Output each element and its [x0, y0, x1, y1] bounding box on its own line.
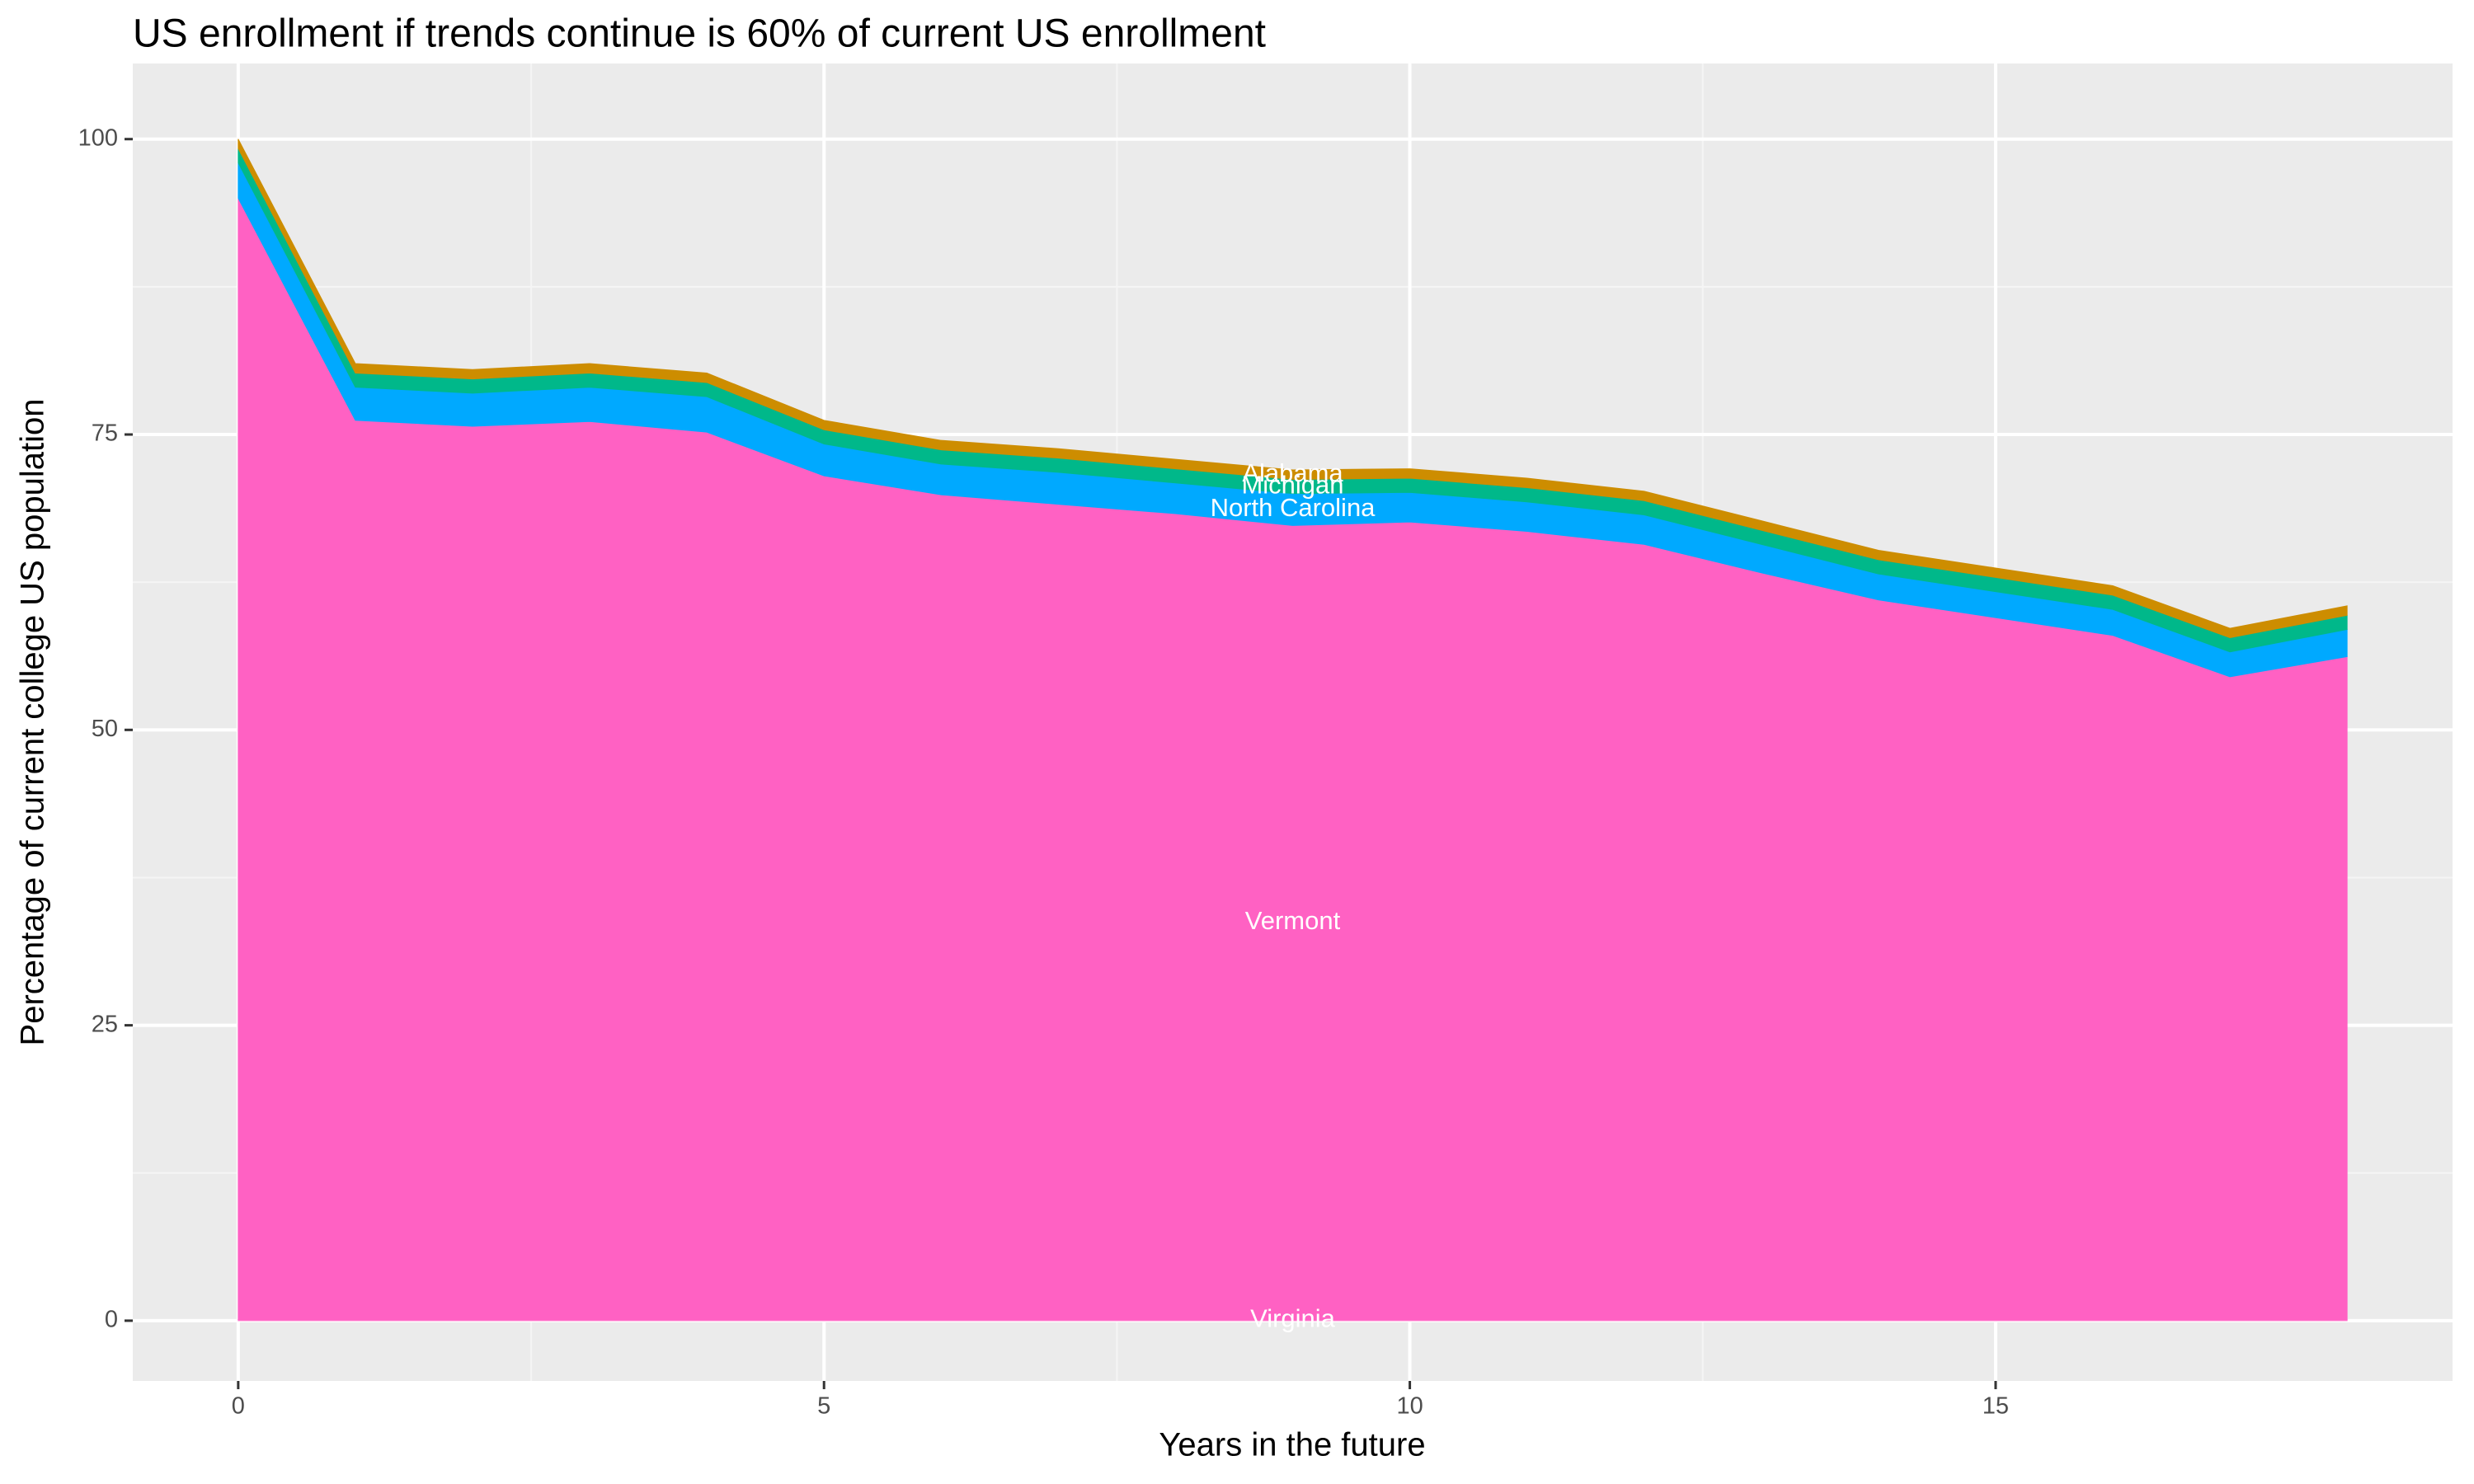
area-label: Vermont — [1245, 906, 1341, 935]
x-tick-label: 10 — [1396, 1393, 1423, 1420]
y-tick-label: 0 — [105, 1307, 118, 1333]
area — [238, 139, 2348, 639]
x-tick-label: 5 — [817, 1393, 830, 1420]
y-tick-label: 75 — [92, 420, 118, 447]
area-label: Michigan — [1241, 470, 1343, 499]
area-label: Virginia — [1250, 1303, 1336, 1332]
area-label: Alabama — [1242, 458, 1343, 487]
x-tick-label: 0 — [232, 1393, 245, 1420]
chart-title: US enrollment if trends continue is 60% … — [133, 12, 1266, 56]
area-label: North Carolina — [1211, 493, 1376, 522]
x-axis-label: Years in the future — [1159, 1427, 1425, 1463]
x-tick-label: 15 — [1982, 1393, 2009, 1420]
y-tick-label: 100 — [78, 124, 118, 151]
y-tick-label: 25 — [92, 1011, 118, 1037]
y-tick-label: 50 — [92, 716, 118, 742]
y-axis-label: Percentage of current college US populat… — [15, 399, 51, 1046]
